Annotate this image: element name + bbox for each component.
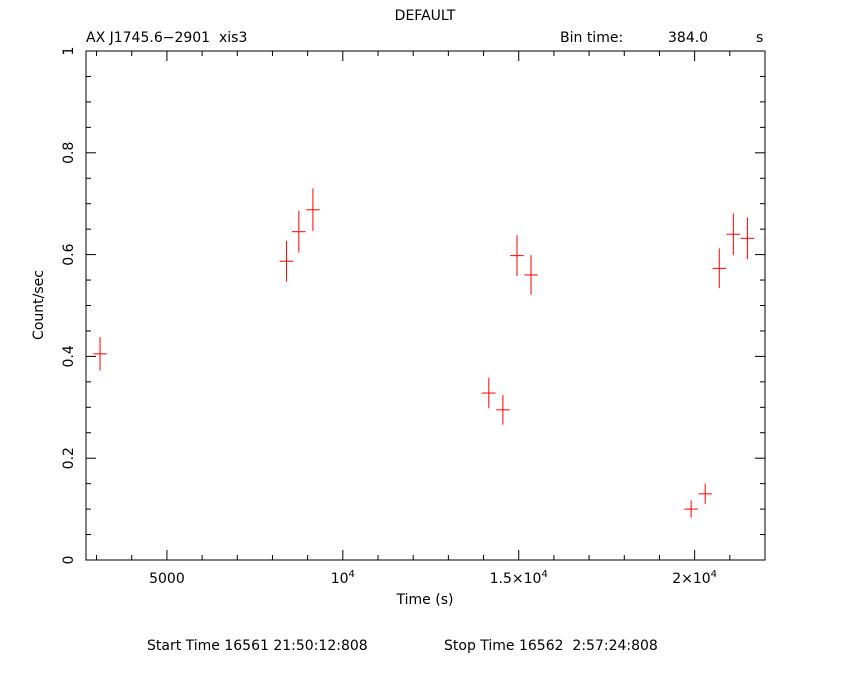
y-axis-label: Count/sec bbox=[31, 270, 47, 340]
data-point bbox=[306, 188, 320, 232]
y-tick-label: 0.8 bbox=[61, 142, 77, 164]
data-point bbox=[698, 483, 712, 505]
y-tick-label: 0 bbox=[61, 556, 77, 565]
axis-ticks bbox=[86, 50, 766, 561]
x-tick-label: 2×104 bbox=[672, 569, 717, 587]
plot-frame bbox=[85, 50, 766, 561]
data-point bbox=[712, 248, 727, 289]
data-point bbox=[496, 395, 510, 425]
source-label: AX J1745.6−2901 xis3 bbox=[86, 30, 248, 46]
data-points bbox=[93, 188, 755, 518]
data-point bbox=[740, 217, 755, 260]
x-tick-label: 5000 bbox=[149, 571, 185, 587]
y-tick-label: 0.2 bbox=[61, 447, 77, 469]
data-point bbox=[524, 255, 538, 295]
x-tick-label: 104 bbox=[331, 569, 355, 587]
bin-time-label: Bin time: bbox=[560, 30, 624, 46]
data-point bbox=[726, 213, 741, 256]
x-tick-label: 1.5×104 bbox=[490, 569, 548, 587]
x-axis-label: Time (s) bbox=[396, 592, 454, 608]
data-point bbox=[279, 240, 294, 282]
chart-title: DEFAULT bbox=[394, 8, 456, 24]
data-point bbox=[93, 337, 107, 371]
bin-time-value: 384.0 bbox=[668, 30, 709, 46]
y-tick-label: 0.4 bbox=[61, 345, 77, 367]
data-point bbox=[482, 377, 496, 409]
data-point bbox=[684, 500, 698, 518]
data-point bbox=[292, 210, 306, 253]
tick-labels: 5000 104 1.5×104 2×104 0 0.2 0.4 0.6 0.8 1 bbox=[61, 47, 717, 587]
y-tick-label: 0.6 bbox=[61, 243, 77, 265]
bin-time-unit: s bbox=[756, 30, 764, 46]
data-point bbox=[510, 235, 524, 276]
y-tick-label: 1 bbox=[61, 47, 77, 56]
start-time-label: Start Time 16561 21:50:12:808 bbox=[147, 638, 368, 654]
stop-time-label: Stop Time 16562 2:57:24:808 bbox=[444, 638, 658, 654]
